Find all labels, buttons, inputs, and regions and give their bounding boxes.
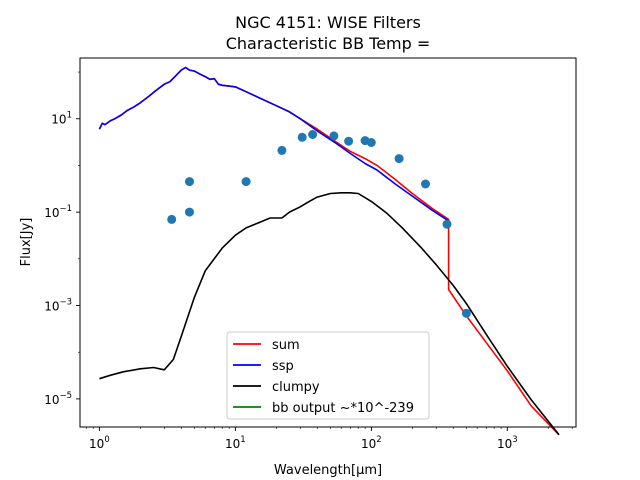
- y-tick-label: 10−3: [44, 298, 72, 314]
- y-axis-ticks: 10−5 10−3 10−1 101: [44, 71, 80, 407]
- x-tick-label: 103: [497, 435, 518, 451]
- series-line-1: [98, 66, 450, 222]
- legend: sum ssp clumpy bb output ~*10^-239: [226, 331, 430, 420]
- data-point: [241, 177, 251, 187]
- y-tick-label: 101: [51, 111, 72, 127]
- data-point: [185, 207, 194, 217]
- x-axis-ticks: 100 101 102 103: [85, 427, 573, 451]
- chart-subtitle: Characteristic BB Temp =: [226, 34, 431, 53]
- x-tick-label: 100: [89, 435, 110, 451]
- data-point: [185, 177, 194, 187]
- y-tick-label: 10−5: [44, 391, 72, 407]
- legend-label-2: clumpy: [272, 380, 320, 395]
- plot-frame: [79, 57, 577, 428]
- data-point: [394, 154, 404, 164]
- data-point: [308, 130, 318, 139]
- legend-label-0: sum: [272, 338, 300, 353]
- data-point: [442, 219, 452, 229]
- legend-label-1: ssp: [272, 359, 294, 374]
- series-line-2: [99, 192, 560, 436]
- legend-label-3: bb output ~*10^-239: [272, 401, 414, 416]
- x-tick-label: 101: [225, 435, 246, 451]
- series-layer: [98, 66, 560, 436]
- x-axis-label: Wavelength[μm]: [274, 463, 382, 478]
- legend-frame: [226, 331, 430, 420]
- data-point: [167, 214, 177, 224]
- data-point: [421, 179, 430, 189]
- scatter-layer: [167, 130, 471, 318]
- data-point: [366, 138, 376, 147]
- chart-title: NGC 4151: WISE Filters: [235, 13, 421, 32]
- data-point: [461, 308, 471, 318]
- data-point: [297, 132, 307, 142]
- data-point: [329, 131, 339, 141]
- data-point: [277, 145, 287, 155]
- legend-entries: sum ssp clumpy bb output ~*10^-239: [233, 338, 414, 416]
- data-point: [344, 136, 354, 146]
- y-axis-label: Flux[Jy]: [19, 218, 34, 267]
- x-tick-label: 102: [361, 435, 382, 451]
- y-tick-label: 10−1: [44, 204, 72, 220]
